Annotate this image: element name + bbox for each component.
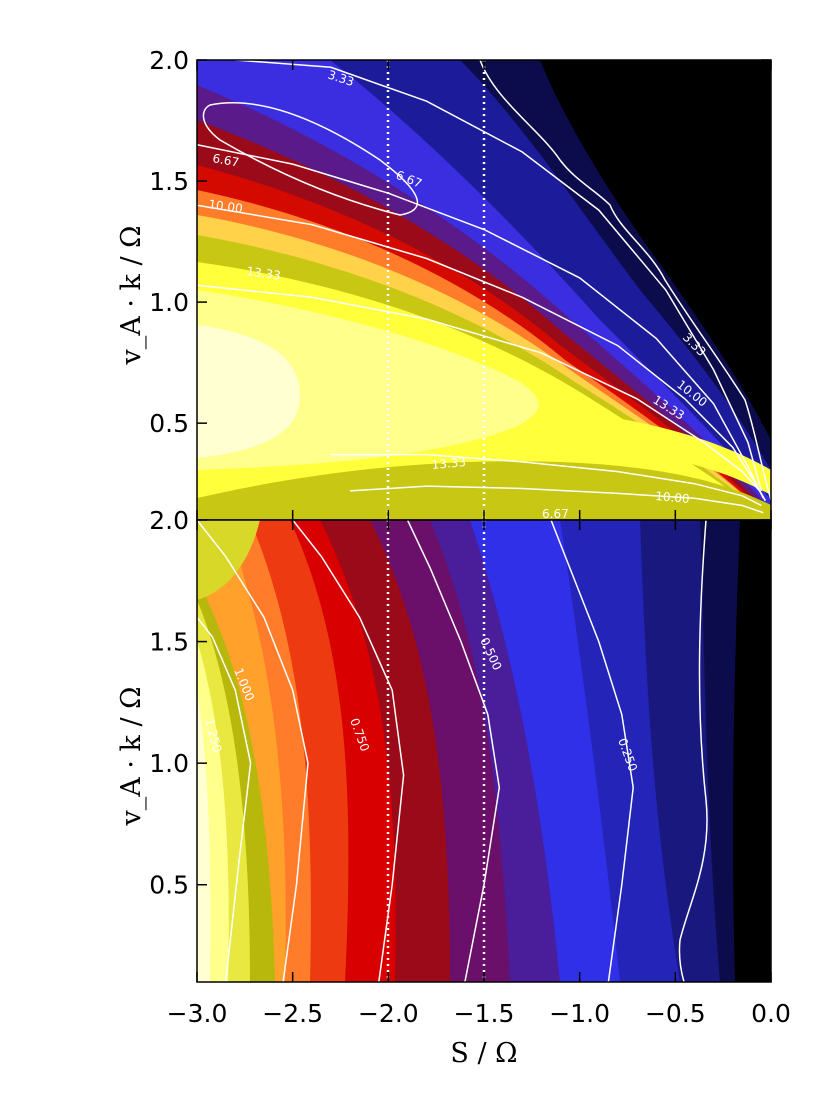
top-clabel-13.33a: 13.33 [246,264,282,283]
contour-line-0.5-3 [406,520,501,982]
contour-line-1-1 [197,520,309,982]
contour-line-0.25-4 [550,520,634,982]
bottom-panel: 1.000 1.250 0.750 0.500 0.250 [196,519,772,983]
y-tick-label: 0.5 [149,871,189,900]
y-tick-label: 1.5 [149,628,189,657]
contour-line-1.25-0 [197,616,252,982]
top-contour-lines [197,60,771,520]
x-tick-label: −0.5 [645,999,706,1028]
top-band-lower-olive [197,461,771,520]
top-clabel-6.67a: 6.67 [211,151,240,169]
x-tick-label: −2.0 [358,999,419,1028]
axes: 0.5 1.0 1.5 2.0 0.5 1.0 1.5 2.0 −3.0 −2.5 −2.0 −1.5… [149,46,791,1028]
contour-line-10-3 [350,485,764,514]
x-tick-label: −1.5 [454,999,515,1028]
y-tick-label: 1.5 [149,167,189,196]
x-tick-label: 0.0 [751,999,791,1028]
bot-contour-edge [678,520,708,982]
x-tick-label: −1.0 [549,999,610,1028]
x-tick-label: −2.5 [262,999,323,1028]
top-contour-edge [479,60,771,501]
contour-line-13.33-0 [197,284,766,501]
top-contour-ring [202,102,419,216]
contour-line-0.75-2 [292,520,405,982]
bottom-contour-lines [197,520,708,982]
contour-line-10-2 [197,204,766,501]
y-tick-label: 2.0 [149,506,189,535]
top-clabel-13.33c: 13.33 [431,455,466,472]
contour-line-13.33-1 [330,453,762,507]
top-clabel-10.00c: 10.00 [655,489,690,506]
top-clabel-10.00a: 10.00 [208,197,244,216]
bottom-y-axis-title: v_A · k / Ω [116,686,147,826]
y-tick-label: 1.0 [149,749,189,778]
y-tick-label: 0.5 [149,409,189,438]
bottom-filled-contours [197,520,771,982]
y-tick-label: 2.0 [149,46,189,75]
x-tick-label: −3.0 [167,999,228,1028]
x-axis-title: S / Ω [450,1038,517,1069]
contour-line-3.33-5 [235,60,763,492]
top-panel: 3.33 6.67 6.67 10.00 13.33 3.33 10.00 13… [196,59,772,521]
top-clabel-6.67c: 6.67 [542,507,569,521]
y-tick-label: 1.0 [149,288,189,317]
top-y-axis-title: v_A · k / Ω [116,225,147,365]
contour-line-6.67-4 [197,143,764,499]
top-band-cream [197,325,300,458]
